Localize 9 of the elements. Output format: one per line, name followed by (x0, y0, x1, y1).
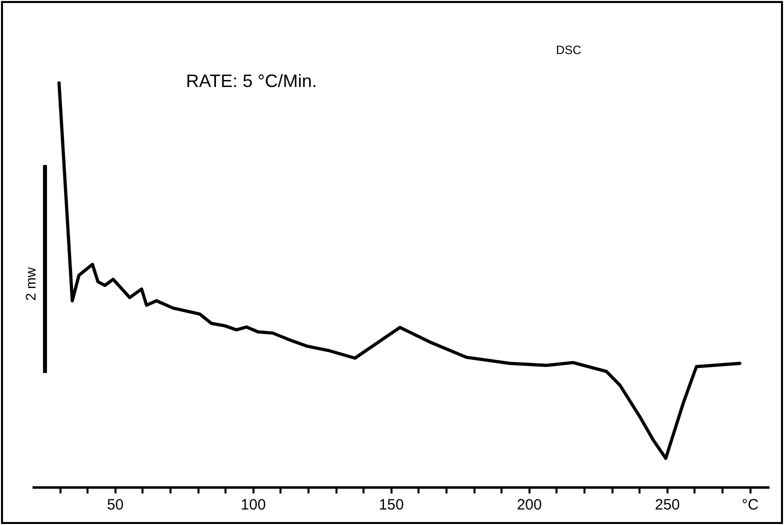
x-tick-label: 50 (106, 496, 124, 514)
x-tick-label: 200 (516, 496, 542, 514)
y-axis-title: 2 mw (22, 267, 39, 301)
annotation: RATE: 5 °C/Min. (186, 71, 317, 91)
x-tick-label: 150 (378, 496, 404, 514)
x-tick-label: 100 (240, 496, 266, 514)
x-tick-label: °C (742, 496, 759, 514)
text: DSC (556, 43, 582, 57)
x-tick-label: 250 (654, 496, 680, 514)
